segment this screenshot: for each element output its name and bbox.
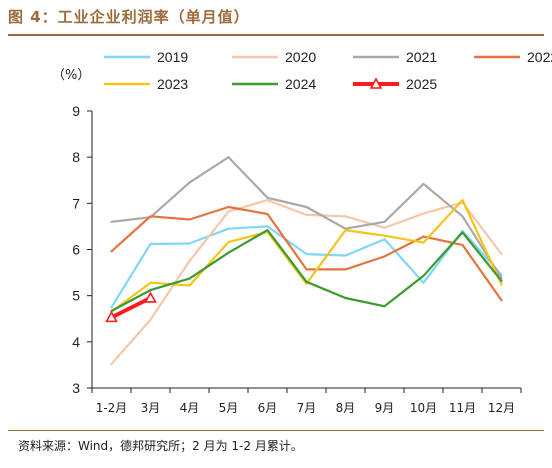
data-point-2025: [105, 310, 118, 323]
series-line-2022: [110, 205, 503, 302]
series-line-2025: [109, 296, 153, 320]
y-tick-label: 8: [72, 149, 80, 165]
series-line-2023: [110, 199, 503, 313]
x-tick-label: 10月: [410, 401, 437, 415]
legend-label-2023: 2023: [157, 76, 188, 92]
x-tick-label: 12月: [488, 401, 515, 415]
x-tick-label: 6月: [258, 401, 278, 415]
y-tick-label: 3: [72, 380, 80, 396]
source-divider: [8, 430, 544, 431]
legend-label-2019: 2019: [157, 49, 188, 65]
legend-label-2024: 2024: [285, 76, 316, 92]
y-unit-label: （%）: [52, 68, 90, 83]
series-lines: [105, 156, 503, 366]
figure-title: 图 4：工业企业利润率（单月值）: [8, 8, 250, 26]
data-point-2025: [144, 291, 157, 303]
x-tick-label: 8月: [336, 401, 356, 415]
legend-label-2025: 2025: [406, 76, 437, 92]
title-divider: [8, 34, 544, 36]
series-line-2020: [110, 199, 503, 366]
x-tick-label: 7月: [297, 401, 317, 415]
series-line-2021: [110, 156, 503, 280]
y-tick-label: 5: [72, 288, 80, 304]
series-line-2024: [110, 229, 503, 312]
x-tick-label: 4月: [180, 401, 200, 415]
y-tick-label: 4: [72, 334, 80, 350]
legend-label-2020: 2020: [285, 49, 316, 65]
x-tick-label: 5月: [219, 401, 239, 415]
source-note: 资料来源：Wind，德邦研究所；2 月为 1-2 月累计。: [18, 439, 303, 453]
y-tick-label: 7: [72, 195, 80, 211]
y-tick-label: 9: [72, 103, 80, 119]
legend-label-2021: 2021: [406, 49, 437, 65]
y-tick-label: 6: [72, 242, 80, 258]
x-tick-label: 11月: [449, 401, 476, 415]
series-line-2019: [110, 225, 503, 309]
axes: 3 4 5 6 7 8 9 1-2月 3月 4月 5月 6月 7月 8月 9月 10月 11月 12月: [72, 103, 522, 415]
legend-marker-2025: [369, 77, 383, 89]
x-tick-label: 1-2月: [96, 401, 128, 415]
x-tick-label: 9月: [375, 401, 395, 415]
x-tick-label: 3月: [141, 401, 161, 415]
